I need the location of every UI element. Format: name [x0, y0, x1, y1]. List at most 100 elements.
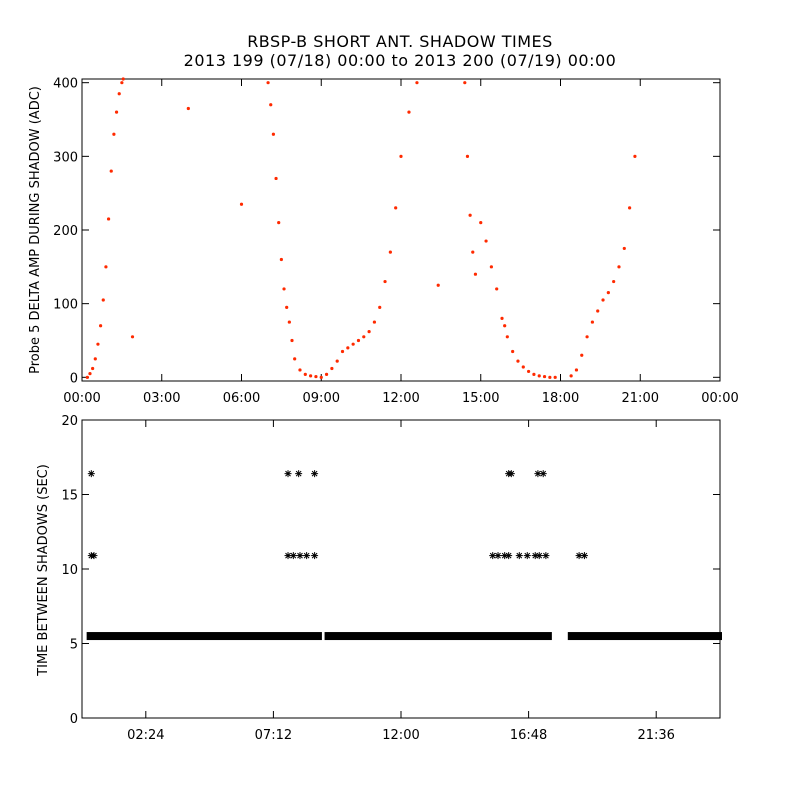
data-point — [489, 265, 493, 269]
data-point — [296, 552, 304, 560]
data-point — [104, 265, 108, 269]
data-point — [319, 375, 323, 379]
data-point — [269, 103, 273, 107]
data-point — [101, 298, 105, 302]
data-point — [548, 375, 552, 379]
data-point — [580, 353, 584, 357]
data-point — [311, 552, 319, 560]
data-point — [99, 324, 103, 328]
data-point — [516, 359, 520, 363]
data-point — [298, 368, 302, 372]
data-point — [303, 552, 311, 560]
data-point — [388, 250, 392, 254]
chart-subtitle: 2013 199 (07/18) 00:00 to 2013 200 (07/1… — [183, 51, 617, 70]
data-point — [285, 305, 289, 309]
data-point — [511, 349, 515, 354]
data-point — [314, 374, 318, 379]
data-point — [394, 206, 398, 210]
chart-title: RBSP-B SHORT ANT. SHADOW TIMES — [247, 32, 553, 51]
data-point — [399, 154, 403, 158]
data-point — [335, 359, 339, 363]
data-point — [87, 470, 95, 478]
data-point — [494, 552, 502, 560]
data-point — [617, 265, 621, 269]
bottom-xtick-label: 12:00 — [382, 728, 419, 743]
data-point — [287, 320, 291, 324]
bottom-xtick-label: 16:48 — [510, 728, 547, 743]
data-point — [290, 338, 294, 343]
top-xtick-label: 21:00 — [622, 391, 659, 406]
data-point — [90, 552, 98, 560]
data-point — [130, 335, 135, 339]
data-point — [479, 221, 483, 225]
data-point — [295, 470, 303, 478]
top-plot-axes: 00:00 03:00 06:00 09:00 12:00 15:00 18:00 21:00… — [53, 77, 739, 406]
data-point — [500, 316, 504, 320]
data-point — [471, 250, 475, 254]
data-point — [468, 213, 472, 217]
data-point — [503, 324, 507, 328]
data-point — [282, 287, 286, 291]
data-point — [484, 239, 488, 243]
data-point — [114, 110, 119, 114]
data-point — [622, 246, 626, 251]
data-point — [106, 217, 111, 221]
data-point — [415, 81, 419, 85]
data-point — [367, 330, 371, 334]
data-point — [351, 342, 355, 346]
data-point — [330, 366, 334, 371]
data-point — [279, 257, 283, 262]
data-point — [633, 154, 637, 158]
data-point — [239, 202, 244, 206]
data-point — [120, 81, 124, 85]
top-plot-points — [85, 77, 637, 379]
data-band — [567, 632, 722, 641]
top-ytick-label: 100 — [53, 298, 78, 313]
data-point — [606, 291, 610, 295]
top-xtick-label: 12:00 — [382, 391, 419, 406]
data-point — [274, 176, 278, 181]
data-point — [96, 342, 100, 346]
bottom-ytick-label: 5 — [70, 638, 78, 653]
top-ytick-label: 400 — [53, 77, 78, 92]
data-point — [372, 320, 377, 324]
data-point — [186, 106, 190, 111]
bottom-ylabel: TIME BETWEEN SHADOWS (SEC) — [36, 464, 51, 677]
data-point — [117, 92, 121, 96]
data-point — [289, 552, 297, 560]
data-point — [463, 81, 467, 85]
data-point — [340, 349, 345, 354]
data-point — [311, 470, 319, 478]
data-band — [86, 632, 322, 641]
data-point — [580, 552, 588, 560]
bottom-xtick-label: 21:36 — [637, 728, 674, 743]
data-point — [507, 470, 515, 478]
data-point — [542, 552, 550, 560]
data-point — [521, 365, 525, 369]
data-point — [383, 279, 387, 284]
data-point — [277, 221, 281, 225]
data-point — [523, 552, 531, 560]
data-point — [112, 132, 116, 136]
top-plot: 00:00 03:00 06:00 09:00 12:00 15:00 18:00 21:00… — [28, 77, 739, 406]
data-point — [436, 283, 440, 287]
top-ylabel: Probe 5 DELTA AMP DURING SHADOW (ADC) — [28, 86, 43, 374]
data-point — [346, 346, 350, 350]
top-xtick-label: 00:00 — [701, 391, 738, 406]
data-point — [542, 374, 547, 379]
bottom-ytick-label: 20 — [61, 414, 78, 429]
bottom-ytick-label: 10 — [61, 563, 78, 578]
data-point — [362, 335, 366, 339]
data-point — [575, 552, 583, 560]
data-point — [515, 552, 523, 560]
data-point — [574, 368, 579, 372]
top-plot-frame — [81, 78, 721, 382]
top-xtick-label: 00:00 — [63, 391, 100, 406]
data-point — [465, 154, 470, 158]
bottom-plot: 02:24 07:12 12:00 16:48 21:36 0 5 10 15 20 TIME B… — [36, 414, 722, 743]
bottom-xtick-label: 07:12 — [255, 728, 292, 743]
data-point — [505, 552, 513, 560]
data-point — [537, 374, 541, 378]
data-point — [109, 169, 113, 173]
data-point — [266, 81, 270, 85]
